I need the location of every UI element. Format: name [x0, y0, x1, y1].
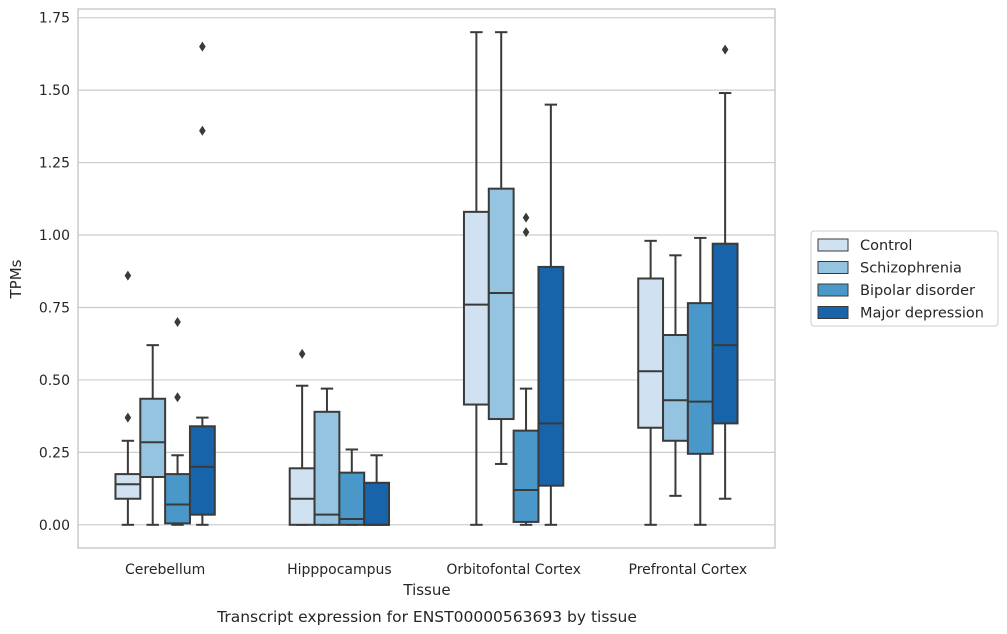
box-body: [462, 210, 490, 406]
box-major-depression: [363, 454, 391, 526]
box-schizophrenia: [139, 344, 167, 526]
box-control: [637, 239, 665, 526]
box-control: [114, 270, 142, 526]
y-axis-label: TPMs: [7, 259, 25, 299]
y-axis-ticks: 0.00 0.25 0.50 0.75 1.00 1.25 1.50 1.75: [39, 11, 70, 534]
y-tick-label: 1.25: [39, 156, 70, 172]
box-body: [338, 471, 366, 526]
outlier-point: [199, 125, 206, 136]
box-schizophrenia: [662, 254, 689, 497]
outlier-point: [522, 212, 530, 223]
legend-frame: [810, 230, 999, 327]
box-body: [164, 473, 191, 525]
x-tick-label: Hipppocampus: [287, 562, 392, 578]
box-schizophrenia: [487, 31, 515, 465]
box-bipolar-disorder: [512, 212, 540, 526]
y-tick-label: 0.50: [39, 373, 70, 389]
box-body: [711, 242, 739, 425]
legend-label: Bipolar disorder: [860, 283, 975, 299]
x-tick-label: Cerebellum: [125, 562, 205, 578]
box-body: [313, 410, 341, 526]
box-schizophrenia: [313, 387, 341, 526]
legend-swatch: [817, 261, 849, 274]
box-body: [288, 467, 316, 526]
legend-label: Control: [860, 238, 912, 254]
legend-swatch: [817, 306, 849, 319]
box-body: [512, 429, 540, 523]
outlier-point: [174, 316, 181, 327]
legend: Control Schizophrenia Bipolar disorder Majo…: [810, 230, 999, 327]
box-bipolar-disorder: [686, 236, 714, 526]
legend-label: Major depression: [860, 306, 984, 322]
box-body: [139, 397, 167, 479]
x-tick-label: Orbitofontal Cortex: [446, 562, 581, 578]
outlier-point: [124, 412, 132, 423]
box-major-depression: [711, 44, 739, 500]
y-tick-label: 0.25: [39, 445, 70, 461]
outlier-point: [721, 44, 729, 55]
box-bipolar-disorder: [338, 448, 366, 526]
y-tick-label: 1.75: [39, 11, 70, 27]
box-body: [363, 481, 391, 526]
box-bipolar-disorder: [164, 316, 191, 526]
x-axis-ticks: Cerebellum Hipppocampus Orbitofontal Corte…: [125, 562, 747, 578]
y-tick-label: 0.75: [39, 300, 70, 316]
outlier-point: [174, 392, 181, 403]
box-body: [487, 187, 515, 421]
outlier-point: [298, 348, 306, 359]
legend-swatch: [817, 238, 849, 252]
y-tick-label: 1.50: [39, 83, 70, 99]
box-major-depression: [188, 41, 216, 526]
y-tick-label: 0.00: [39, 518, 70, 534]
outlier-point: [124, 270, 132, 281]
x-tick-label: Prefrontal Cortex: [629, 562, 748, 578]
box-control: [462, 31, 490, 526]
plot-frame: [77, 8, 776, 549]
box-body: [637, 277, 665, 429]
box-series: [114, 31, 739, 526]
y-tick-label: 1.00: [39, 228, 70, 244]
outlier-point: [522, 227, 530, 238]
box-body: [188, 425, 216, 516]
box-control: [288, 348, 316, 526]
grid-lines: [78, 17, 775, 526]
box-major-depression: [537, 103, 565, 526]
x-axis-label: Tissue: [402, 581, 450, 599]
chart-caption: Transcript expression for ENST0000056369…: [216, 608, 637, 626]
outlier-point: [199, 41, 206, 52]
legend-label: Schizophrenia: [860, 261, 962, 277]
box-body: [537, 265, 565, 487]
legend-swatch: [817, 283, 849, 297]
box-body: [662, 334, 689, 442]
box-body: [114, 473, 142, 500]
box-body: [686, 302, 714, 455]
